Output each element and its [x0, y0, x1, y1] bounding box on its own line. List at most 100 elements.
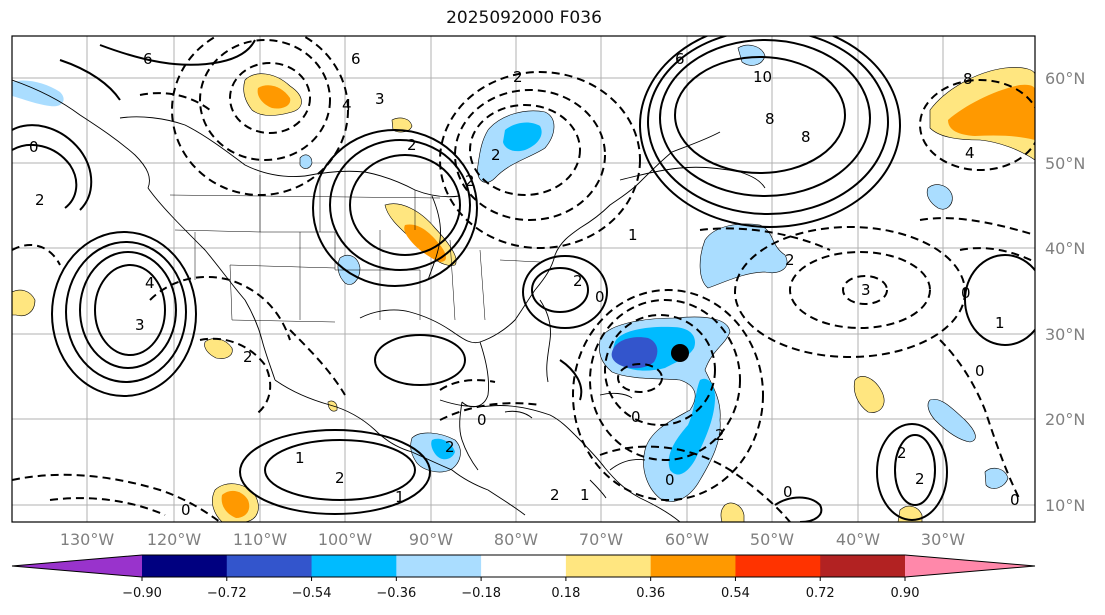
- contour-label: 2: [445, 438, 455, 456]
- blue-region-north: [737, 44, 766, 66]
- colorbar-tick-label: −0.36: [376, 586, 416, 601]
- contour-label: 2: [243, 348, 253, 366]
- contour-label: 8: [963, 70, 973, 88]
- yellow-region-small1: [391, 117, 413, 133]
- colorbar-segment: [481, 555, 567, 577]
- contour-label: 2: [335, 469, 345, 487]
- lon-label: 120°W: [147, 530, 202, 549]
- contour-label: 0: [975, 362, 985, 380]
- contour-label: 2: [407, 136, 417, 154]
- contour-label: 2: [897, 444, 907, 462]
- map-title: 2025092000 F036: [446, 8, 602, 28]
- contour-label: 0: [29, 138, 39, 156]
- colorbar-extend-low: [12, 555, 142, 577]
- anomaly-fill: [12, 44, 1035, 522]
- contour-label: 4: [342, 96, 352, 114]
- state-borders: [169, 175, 541, 323]
- blue-region-center: [611, 337, 658, 369]
- map-frame: [11, 35, 1036, 523]
- contour-label: 10: [753, 68, 772, 86]
- contour-label: 0: [477, 411, 487, 429]
- contour-label: 3: [135, 316, 145, 334]
- contour-label: 1: [628, 226, 638, 244]
- contour-label: 1: [295, 449, 305, 467]
- colorbar-segment: [565, 555, 652, 577]
- orange-region-midwest: [404, 224, 446, 262]
- blue-region-greatlakes-core: [503, 122, 542, 152]
- lon-label: 90°W: [409, 530, 453, 549]
- colorbar-segment: [820, 555, 906, 577]
- contour-label: 2: [465, 172, 475, 190]
- contour-label: 2: [715, 426, 725, 444]
- blue-region-gulf-core: [431, 438, 455, 460]
- contour-label: 1: [395, 488, 405, 506]
- blue-region-alaska: [12, 80, 64, 107]
- contour-label: 6: [675, 50, 685, 68]
- contour-label: 3: [861, 281, 871, 299]
- latitude-labels: 60°N 50°N 40°N 30°N 20°N 10°N: [1045, 69, 1085, 515]
- contour-label: 2: [550, 486, 560, 504]
- contour-label: 4: [965, 144, 975, 162]
- contour-label: 0: [961, 284, 971, 302]
- orange-region-pacific: [221, 490, 250, 518]
- contour-label: 1: [995, 314, 1005, 332]
- colorbar-tick-label: 0.90: [891, 586, 920, 601]
- contour-label: 0: [595, 288, 605, 306]
- colorbar-segment: [226, 555, 313, 577]
- orange-region-ne: [948, 84, 1035, 140]
- colorbar-segment: [396, 555, 482, 577]
- contour-label: 2: [915, 470, 925, 488]
- coastlines: [12, 79, 766, 522]
- lon-label: 80°W: [494, 530, 538, 549]
- lon-label: 50°W: [750, 530, 794, 549]
- dashed-contours: [12, 36, 1035, 522]
- yellow-region-atlantic: [853, 376, 885, 413]
- lat-label: 10°N: [1045, 496, 1085, 515]
- contour-label: 0: [783, 483, 793, 501]
- contour-label: 6: [143, 50, 153, 68]
- contour-label: 3: [375, 90, 385, 108]
- longitude-labels: 130°W 120°W 110°W 100°W 90°W 80°W 70°W 6…: [60, 530, 965, 549]
- colorbar-tick-label: 0.18: [551, 586, 580, 601]
- colorbar-segment: [650, 555, 736, 577]
- colorbar-segment: [311, 555, 397, 577]
- colorbar-tick-label: 0.72: [806, 586, 835, 601]
- blue-region-ne: [926, 184, 953, 210]
- lat-label: 50°N: [1045, 154, 1085, 173]
- orange-region-rockies: [257, 85, 291, 109]
- colorbar-tick-label: 0.54: [721, 586, 750, 601]
- solid-contours: [12, 36, 1035, 522]
- lon-label: 70°W: [579, 530, 623, 549]
- lon-label: 100°W: [318, 530, 373, 549]
- lon-label: 60°W: [665, 530, 709, 549]
- lat-label: 60°N: [1045, 69, 1085, 88]
- contour-label: 8: [765, 110, 775, 128]
- lon-label: 30°W: [921, 530, 965, 549]
- storm-center-dot: [671, 344, 689, 362]
- contour-label: 0: [665, 471, 675, 489]
- lon-label: 110°W: [233, 530, 288, 549]
- yellow-region-small2: [720, 502, 745, 522]
- blue-region-atlantic: [699, 223, 788, 289]
- contour-label: 0: [181, 501, 191, 519]
- contour-label: 2: [573, 272, 583, 290]
- colorbar-segment: [142, 555, 228, 577]
- contour-label: 6: [351, 50, 361, 68]
- colorbar-tick-label: −0.72: [207, 586, 247, 601]
- contour-label: 8: [801, 128, 811, 146]
- lat-label: 30°N: [1045, 325, 1085, 344]
- lat-label: 40°N: [1045, 239, 1085, 258]
- yellow-region-west: [12, 289, 36, 317]
- colorbar: −0.90 −0.72 −0.54 −0.36 −0.18 0.18 0.36 0.54 0.7…: [11, 554, 1036, 601]
- colorbar-tick-label: −0.90: [122, 586, 162, 601]
- contour-label: 4: [145, 274, 155, 292]
- lat-label: 20°N: [1045, 410, 1085, 429]
- contour-label: 0: [631, 408, 641, 426]
- contour-label: 2: [513, 68, 523, 86]
- contour-label: 1: [580, 486, 590, 504]
- lon-label: 130°W: [60, 530, 115, 549]
- colorbar-tick-label: −0.54: [292, 586, 332, 601]
- contour-label: 2: [491, 146, 501, 164]
